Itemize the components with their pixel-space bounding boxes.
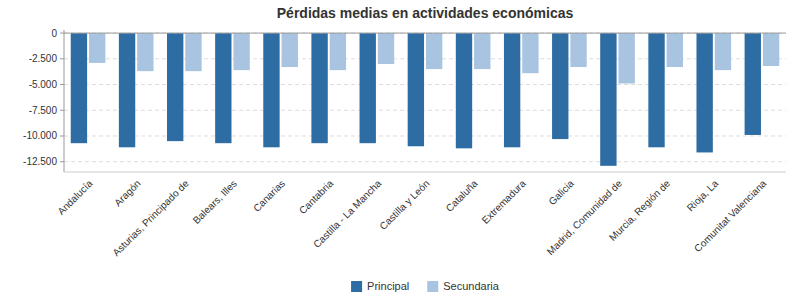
- bar: [600, 33, 616, 166]
- x-tick-label: Rioja, La: [685, 177, 721, 213]
- zero-line: [64, 33, 786, 34]
- x-tick-label: Comunitat Valenciana: [692, 177, 769, 254]
- bar: [552, 33, 568, 139]
- bar: [504, 33, 520, 147]
- title: Pérdidas medias en actividades económica…: [277, 5, 574, 21]
- x-tick-label: Asturias, Principado de: [110, 177, 191, 258]
- x-tick-label: Cantabria: [297, 177, 336, 216]
- legend-swatch: [351, 281, 362, 292]
- x-tick-label: Murcia, Región de: [607, 177, 672, 242]
- legend-label: Principal: [367, 280, 409, 292]
- x-tick-label: Castilla - La Mancha: [311, 177, 384, 250]
- y-tick-label: -12.500: [23, 156, 57, 167]
- bar: [522, 33, 538, 73]
- x-tick-label: Galicia: [547, 177, 577, 207]
- bar: [570, 33, 586, 67]
- bar: [185, 33, 201, 71]
- x-tick-label: Canarias: [251, 178, 287, 214]
- y-tick: [60, 110, 64, 111]
- bar: [667, 33, 683, 67]
- bar: [426, 33, 442, 69]
- bar: [263, 33, 279, 147]
- y-tick: [60, 33, 64, 34]
- bar: [378, 33, 394, 64]
- bar: [763, 33, 779, 66]
- x-tick-label: Andalucía: [55, 177, 95, 217]
- grid-line: [64, 33, 786, 34]
- y-tick: [60, 84, 64, 85]
- legend: Principal Secundaria: [351, 280, 500, 292]
- x-tick-label: Castilla y León: [377, 178, 431, 232]
- bar: [71, 33, 87, 143]
- x-tick-label: Aragón: [112, 178, 143, 209]
- y-tick-label: -2.500: [29, 53, 58, 64]
- y-tick-label: -10.000: [23, 130, 57, 141]
- legend-swatch: [427, 281, 438, 292]
- y-tick-label: -7.500: [29, 105, 58, 116]
- bars: [71, 33, 780, 166]
- bar: [648, 33, 664, 147]
- bar: [715, 33, 731, 70]
- bar: [745, 33, 761, 135]
- x-tick-label: Cataluña: [444, 177, 480, 213]
- chart-svg: Pérdidas medias en actividades económica…: [0, 0, 800, 300]
- plot-bottom-line: [64, 172, 786, 173]
- bar: [696, 33, 712, 152]
- bar: [311, 33, 327, 143]
- y-tick-label: -5.000: [29, 79, 58, 90]
- bar: [167, 33, 183, 141]
- y-tick: [60, 58, 64, 59]
- bar: [282, 33, 298, 67]
- bar: [119, 33, 135, 147]
- grid: [64, 33, 786, 162]
- y-tick: [60, 135, 64, 136]
- legend-label: Secundaria: [443, 280, 500, 292]
- bar: [360, 33, 376, 143]
- chart-container: Pérdidas medias en actividades económica…: [0, 0, 800, 300]
- bar: [618, 33, 634, 83]
- bar: [233, 33, 249, 70]
- x-tick-label: Extremadura: [480, 177, 529, 226]
- bar: [215, 33, 231, 143]
- x-tick-label: Balears, Illes: [191, 178, 239, 226]
- grid-line: [64, 161, 786, 162]
- y-axis-line: [64, 30, 65, 172]
- y-tick-label: 0: [51, 28, 57, 39]
- bar: [474, 33, 490, 69]
- bar: [408, 33, 424, 146]
- x-tick-label: Madrid, Comunidad de: [545, 177, 625, 257]
- background: [0, 0, 800, 300]
- bar: [137, 33, 153, 71]
- bar: [330, 33, 346, 70]
- y-tick: [60, 161, 64, 162]
- bar: [89, 33, 105, 63]
- bar: [456, 33, 472, 148]
